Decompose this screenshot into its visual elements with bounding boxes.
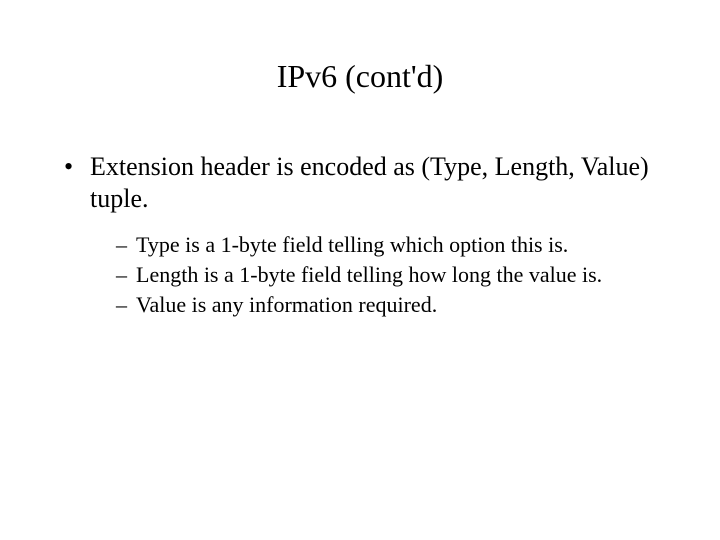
sub-bullet-text: Length is a 1-byte field telling how lon…: [136, 261, 602, 289]
sub-bullet-item: – Length is a 1-byte field telling how l…: [116, 261, 650, 289]
bullet-item: • Extension header is encoded as (Type, …: [60, 151, 660, 215]
sub-bullet-item: – Value is any information required.: [116, 291, 650, 319]
sub-bullet-marker: –: [116, 291, 136, 319]
bullet-marker: •: [60, 151, 90, 183]
slide-title: IPv6 (cont'd): [60, 58, 660, 95]
bullet-text: Extension header is encoded as (Type, Le…: [90, 151, 660, 215]
sub-bullet-marker: –: [116, 231, 136, 259]
sub-bullet-list: – Type is a 1-byte field telling which o…: [60, 231, 660, 319]
sub-bullet-item: – Type is a 1-byte field telling which o…: [116, 231, 650, 259]
sub-bullet-text: Type is a 1-byte field telling which opt…: [136, 231, 568, 259]
sub-bullet-marker: –: [116, 261, 136, 289]
sub-bullet-text: Value is any information required.: [136, 291, 437, 319]
